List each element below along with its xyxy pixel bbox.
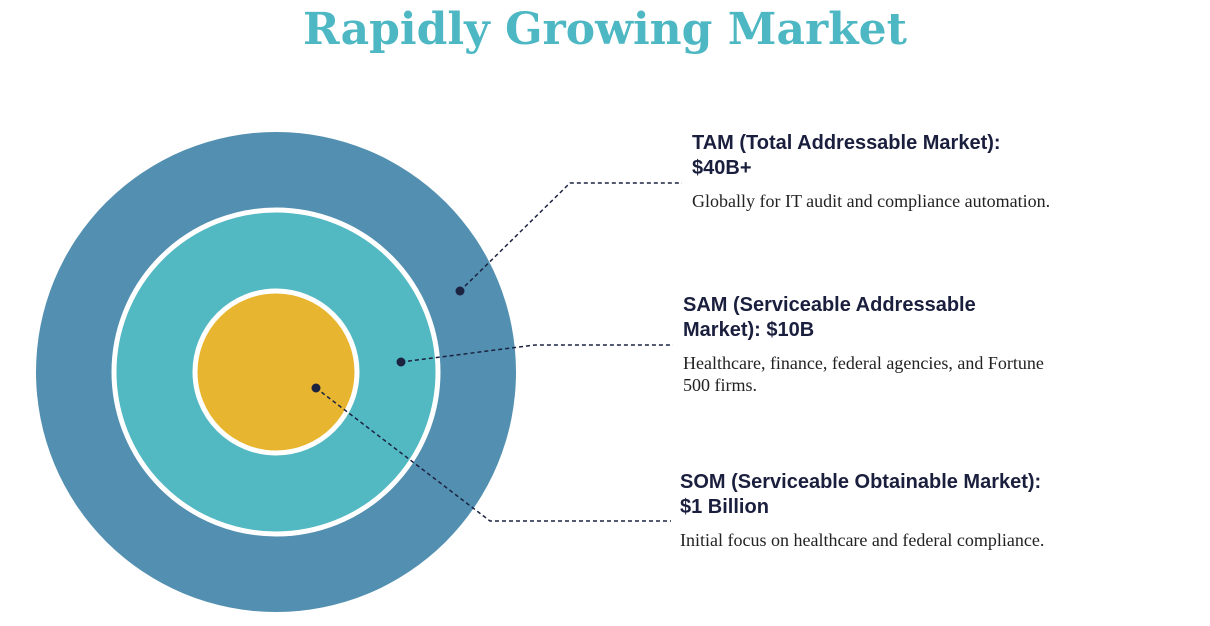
- item-description: Globally for IT audit and compliance aut…: [692, 191, 1051, 211]
- sam-item: SAM (Serviceable Addressable Market): $1…: [683, 293, 1063, 396]
- item-heading: SOM (Serviceable Obtainable Market): $1 …: [680, 471, 1042, 518]
- tam-dot: [455, 286, 465, 296]
- som-connector: [315, 387, 671, 522]
- som-item: SOM (Serviceable Obtainable Market): $1 …: [680, 470, 1060, 551]
- item-description: Initial focus on healthcare and federal …: [680, 530, 1045, 550]
- tam-item: TAM (Total Addressable Market): $40B+ Gl…: [692, 131, 1072, 212]
- sam-connector: [400, 344, 673, 363]
- tam-connector: [459, 182, 682, 292]
- som-circle: [192, 288, 360, 456]
- item-heading: SAM (Serviceable Addressable Market): $1…: [683, 294, 976, 341]
- item-description: Healthcare, finance, federal agencies, a…: [683, 353, 1044, 395]
- sam-dot: [396, 357, 406, 367]
- som-dot: [311, 383, 321, 393]
- title: Rapidly Growing Market: [303, 4, 907, 55]
- item-heading: TAM (Total Addressable Market): $40B+: [692, 132, 1001, 179]
